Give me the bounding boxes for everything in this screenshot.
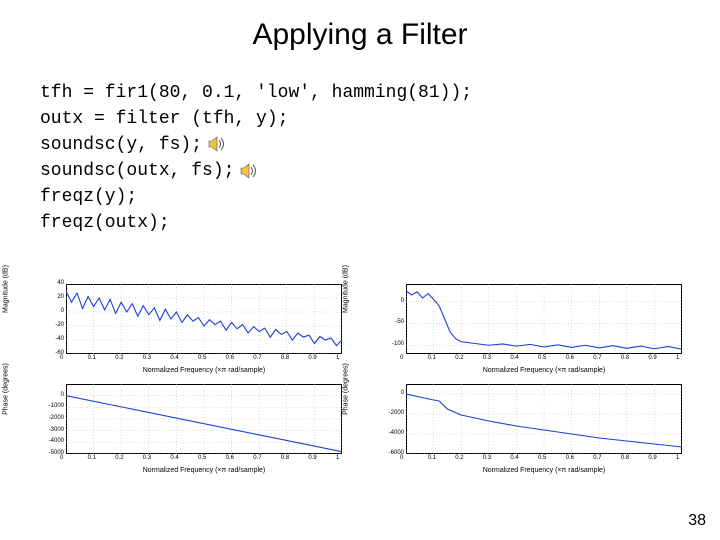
- xtick-label: 0.8: [281, 455, 289, 461]
- ytick-label: 0: [401, 298, 404, 304]
- code-block: tfh = fir1(80, 0.1, 'low', hamming(81));…: [40, 80, 472, 237]
- ylabel: Phase (degrees): [3, 359, 10, 419]
- xtick-label: 0.1: [88, 455, 96, 461]
- xtick-label: 0.2: [455, 355, 463, 361]
- code-text: soundsc(outx, fs);: [40, 161, 234, 181]
- xtick-label: 0.3: [483, 355, 491, 361]
- ytick-label: 0: [61, 308, 64, 314]
- xtick-label: 0.9: [648, 455, 656, 461]
- xtick-label: 1: [336, 355, 339, 361]
- right-phase-panel: -6000-4000-2000000.10.20.30.40.50.60.70.…: [370, 380, 690, 472]
- xtick-label: 0.9: [308, 355, 316, 361]
- xtick-label: 0.5: [198, 355, 206, 361]
- slide-number: 38: [688, 512, 706, 530]
- xtick-label: 0.5: [538, 455, 546, 461]
- xtick-label: 0.1: [428, 355, 436, 361]
- plot-svg: [406, 384, 682, 454]
- xtick-label: 0.4: [510, 355, 518, 361]
- ytick-label: -2000: [389, 410, 404, 416]
- xtick-label: 0.2: [455, 455, 463, 461]
- chart-group-left: -60-40-200204000.10.20.30.40.50.60.70.80…: [30, 280, 350, 480]
- data-line: [66, 396, 342, 452]
- ytick-label: -3000: [49, 427, 64, 433]
- xlabel: Normalized Frequency (×π rad/sample): [66, 367, 342, 374]
- xtick-label: 0.6: [226, 355, 234, 361]
- xtick-label: 0.1: [428, 455, 436, 461]
- xtick-label: 0.9: [648, 355, 656, 361]
- xtick-label: 0.4: [510, 455, 518, 461]
- plot-svg: [66, 384, 342, 454]
- plot-svg: [406, 284, 682, 354]
- ytick-label: -4000: [389, 430, 404, 436]
- right-magnitude-panel: -100-50000.10.20.30.40.50.60.70.80.91Mag…: [370, 280, 690, 372]
- xtick-label: 0.7: [593, 455, 601, 461]
- code-line: freqz(outx);: [40, 210, 472, 236]
- ylabel: Magnitude (dB): [3, 259, 10, 319]
- xtick-label: 0.6: [226, 455, 234, 461]
- code-line: freqz(y);: [40, 184, 472, 210]
- ylabel: Phase (degrees): [343, 359, 350, 419]
- ytick-label: -50: [395, 319, 404, 325]
- code-line: tfh = fir1(80, 0.1, 'low', hamming(81));: [40, 80, 472, 106]
- xtick-label: 0.7: [253, 355, 261, 361]
- xtick-label: 0: [400, 455, 403, 461]
- ytick-label: -100: [392, 341, 404, 347]
- xtick-label: 0.5: [538, 355, 546, 361]
- ytick-label: -4000: [49, 438, 64, 444]
- plot-svg: [66, 284, 342, 354]
- xtick-label: 0: [60, 355, 63, 361]
- xtick-label: 0.7: [253, 455, 261, 461]
- ytick-label: -1000: [49, 403, 64, 409]
- slide: Applying a Filter tfh = fir1(80, 0.1, 'l…: [0, 0, 720, 540]
- code-text: outx = filter (tfh, y);: [40, 109, 288, 129]
- code-line: soundsc(outx, fs);: [40, 158, 472, 184]
- ytick-label: -2000: [49, 415, 64, 421]
- xtick-label: 1: [676, 355, 679, 361]
- ytick-label: -40: [55, 336, 64, 342]
- xlabel: Normalized Frequency (×π rad/sample): [406, 467, 682, 474]
- xtick-label: 0: [400, 355, 403, 361]
- ytick-label: 0: [61, 392, 64, 398]
- xtick-label: 0.5: [198, 455, 206, 461]
- xtick-label: 0.2: [115, 355, 123, 361]
- code-text: freqz(outx);: [40, 213, 170, 233]
- chart-group-right: -100-50000.10.20.30.40.50.60.70.80.91Mag…: [370, 280, 690, 480]
- xtick-label: 0.6: [566, 355, 574, 361]
- xtick-label: 0: [60, 455, 63, 461]
- xlabel: Normalized Frequency (×π rad/sample): [406, 367, 682, 374]
- speaker-icon: [208, 136, 228, 152]
- xtick-label: 0.9: [308, 455, 316, 461]
- ytick-label: -20: [55, 322, 64, 328]
- code-text: tfh = fir1(80, 0.1, 'low', hamming(81));: [40, 83, 472, 103]
- ylabel: Magnitude (dB): [343, 259, 350, 319]
- xtick-label: 0.2: [115, 455, 123, 461]
- code-text: freqz(y);: [40, 187, 137, 207]
- xtick-label: 0.3: [143, 355, 151, 361]
- xtick-label: 0.1: [88, 355, 96, 361]
- xtick-label: 0.7: [593, 355, 601, 361]
- ytick-label: 20: [57, 294, 64, 300]
- ytick-label: 0: [401, 390, 404, 396]
- left-magnitude-panel: -60-40-200204000.10.20.30.40.50.60.70.80…: [30, 280, 350, 372]
- code-text: soundsc(y, fs);: [40, 135, 202, 155]
- xtick-label: 0.8: [621, 355, 629, 361]
- xtick-label: 1: [336, 455, 339, 461]
- xlabel: Normalized Frequency (×π rad/sample): [66, 467, 342, 474]
- xtick-label: 0.3: [483, 455, 491, 461]
- code-line: outx = filter (tfh, y);: [40, 106, 472, 132]
- xtick-label: 0.4: [170, 455, 178, 461]
- left-phase-panel: -5000-4000-3000-2000-1000000.10.20.30.40…: [30, 380, 350, 472]
- xtick-label: 1: [676, 455, 679, 461]
- xtick-label: 0.3: [143, 455, 151, 461]
- xtick-label: 0.8: [281, 355, 289, 361]
- xtick-label: 0.4: [170, 355, 178, 361]
- slide-title: Applying a Filter: [0, 18, 720, 52]
- xtick-label: 0.8: [621, 455, 629, 461]
- ytick-label: 40: [57, 280, 64, 286]
- speaker-icon: [240, 163, 260, 179]
- xtick-label: 0.6: [566, 455, 574, 461]
- code-line: soundsc(y, fs);: [40, 132, 472, 158]
- charts-container: -60-40-200204000.10.20.30.40.50.60.70.80…: [30, 280, 690, 480]
